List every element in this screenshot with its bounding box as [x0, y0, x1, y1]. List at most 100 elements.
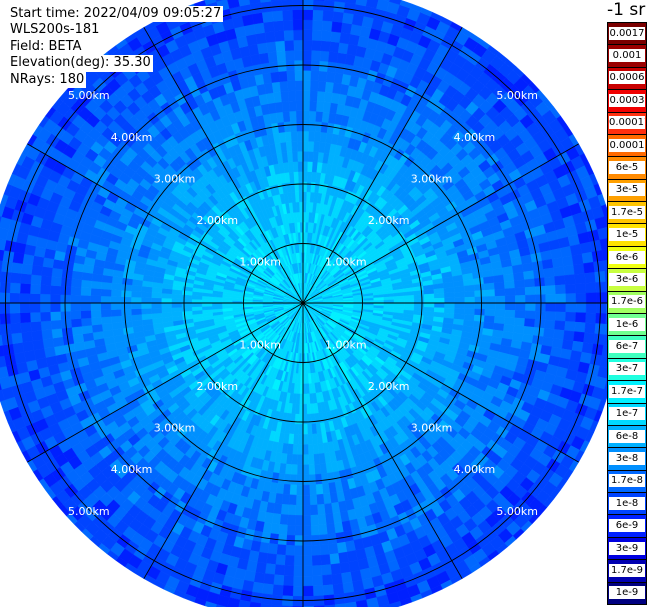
- heatmap-cell: [281, 0, 293, 11]
- heatmap-cell: [329, 41, 340, 53]
- heatmap-cell: [50, 311, 62, 321]
- heatmap-cell: [322, 493, 332, 505]
- heatmap-cell: [19, 302, 31, 314]
- heatmap-cell: [302, 181, 308, 193]
- heatmap-cell: [161, 297, 172, 304]
- heatmap-cell: [273, 91, 283, 103]
- heatmap-cell: [264, 31, 276, 43]
- heatmap-cell: [504, 302, 516, 311]
- heatmap-cell: [70, 278, 82, 288]
- heatmap-cell: [331, 21, 343, 33]
- heatmap-cell: [80, 279, 92, 289]
- heatmap-cell: [282, 9, 294, 21]
- heatmap-cell: [21, 331, 33, 343]
- heatmap-cell: [290, 474, 298, 486]
- heatmap-cell: [309, 90, 319, 102]
- heatmap-cell: [318, 524, 328, 536]
- heatmap-cell: [282, 483, 291, 495]
- heatmap-cell: [151, 302, 162, 309]
- heatmap-cell: [339, 561, 351, 574]
- heatmap-cell: [329, 553, 340, 565]
- heatmap-cell: [111, 282, 123, 291]
- heatmap-cell: [278, 70, 288, 82]
- heatmap-cell: [292, 161, 299, 173]
- heatmap-cell: [12, 342, 25, 355]
- heatmap-cell: [273, 574, 285, 586]
- heatmap-cell: [585, 302, 597, 314]
- heatmap-cell: [302, 19, 314, 31]
- heatmap-cell: [288, 494, 297, 506]
- heatmap-cell: [302, 474, 310, 486]
- heatmap-cell: [302, 171, 308, 182]
- heatmap-cell: [49, 302, 61, 313]
- heatmap-cell: [574, 321, 586, 333]
- heatmap-cell: [297, 454, 304, 466]
- heatmap-cell: [604, 323, 607, 336]
- heatmap-cell: [283, 19, 294, 31]
- heatmap-cell: [324, 513, 335, 525]
- heatmap-cell: [524, 318, 536, 328]
- heatmap-cell: [9, 312, 21, 324]
- heatmap-cell: [271, 0, 283, 12]
- heatmap-cell: [302, 39, 313, 51]
- heatmap-cell: [605, 313, 607, 325]
- heatmap-cell: [313, 0, 325, 11]
- heatmap-cell: [283, 29, 295, 41]
- heatmap-cell: [514, 310, 526, 319]
- heatmap-cell: [293, 29, 304, 41]
- heatmap-cell: [283, 575, 294, 587]
- heatmap-cell: [337, 551, 349, 564]
- heatmap-cell: [100, 288, 112, 297]
- heatmap-cell: [0, 281, 11, 293]
- heatmap-cell: [302, 575, 314, 587]
- heatmap-cell: [51, 267, 63, 278]
- heatmap-cell: [313, 595, 325, 607]
- heatmap-cell: [70, 310, 82, 320]
- heatmap-cell: [297, 444, 304, 455]
- heatmap-cell: [253, 22, 266, 35]
- heatmap-cell: [302, 70, 312, 81]
- heatmap-cell: [292, 444, 299, 455]
- heatmap-cell: [311, 565, 323, 577]
- heatmap-cell: [503, 316, 516, 326]
- heatmap-cell: [290, 120, 298, 132]
- heatmap-cell: [286, 524, 296, 536]
- heatmap-cell: [514, 317, 526, 327]
- heatmap-cell: [545, 302, 557, 313]
- beta-heatmap-cells: [0, 0, 607, 607]
- heatmap-cell: [140, 297, 152, 304]
- heatmap-cell: [543, 328, 555, 339]
- heatmap-cell: [292, 575, 304, 587]
- heatmap-cell: [315, 111, 324, 123]
- heatmap-cell: [257, 42, 269, 55]
- heatmap-cell: [151, 307, 162, 314]
- heatmap-cell: [276, 544, 287, 556]
- heatmap-cell: [274, 30, 285, 42]
- heatmap-cell: [261, 11, 274, 23]
- heatmap-cell: [575, 302, 587, 314]
- heatmap-cell: [311, 50, 321, 62]
- heatmap-cell: [302, 515, 311, 526]
- heatmap-cell: [130, 308, 142, 316]
- heatmap-cell: [316, 493, 325, 506]
- heatmap-cell: [0, 302, 11, 314]
- heatmap-cell: [308, 130, 316, 142]
- heatmap-cell: [292, 585, 304, 597]
- heatmap-cell: [255, 32, 267, 45]
- heatmap-cell: [389, 600, 402, 607]
- heatmap-cell: [294, 525, 304, 536]
- heatmap-cell: [261, 583, 274, 595]
- heatmap-cell: [524, 310, 536, 320]
- heatmap-cell: [291, 141, 298, 152]
- heatmap-cell: [276, 111, 285, 123]
- heatmap-cell: [317, 514, 327, 526]
- heatmap-cell: [121, 320, 133, 329]
- heatmap-cell: [310, 524, 320, 536]
- heatmap-cell: [348, 560, 361, 573]
- heatmap-cell: [90, 302, 102, 311]
- heatmap-cell: [302, 484, 310, 496]
- heatmap-cell: [293, 545, 304, 557]
- heatmap-cell: [90, 287, 102, 297]
- heatmap-cell: [553, 329, 565, 340]
